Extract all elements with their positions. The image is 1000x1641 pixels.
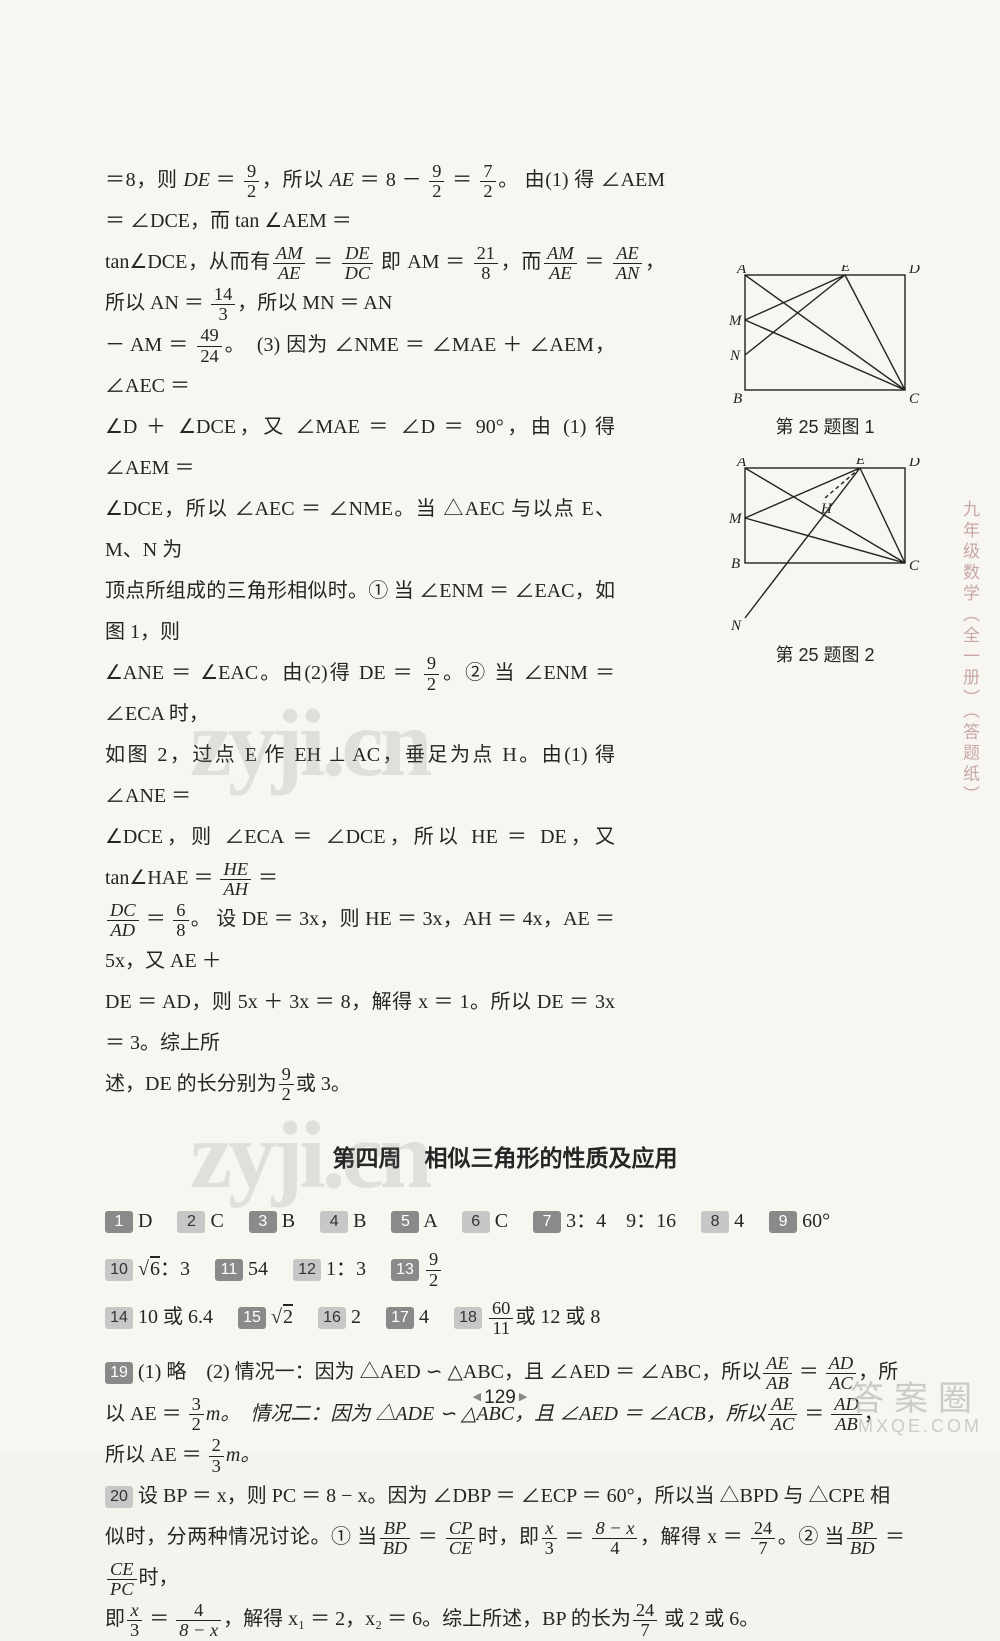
qnum-19: 19 bbox=[105, 1362, 133, 1384]
figure-25-1-svg: A E D M N B C bbox=[725, 265, 925, 405]
svg-text:A: A bbox=[736, 458, 747, 470]
qnum-10: 10 bbox=[105, 1259, 133, 1281]
qnum-11: 11 bbox=[215, 1259, 243, 1281]
page: 九年级数学（全一册）（答题纸） ＝8，则 DE ＝ 92，所以 AE ＝ 8 －… bbox=[0, 0, 1000, 1451]
q25-line7: ∠ANE ＝ ∠EAC。由(2)得 DE ＝ 92。② 当 ∠ENM ＝ ∠EC… bbox=[105, 653, 615, 735]
q20-line2: 似时，分两种情况讨论。① 当BPBD ＝ CPCE时，即x3 ＝ 8 − x4，… bbox=[105, 1517, 905, 1599]
qnum-17: 17 bbox=[386, 1307, 414, 1329]
qnum-13: 13 bbox=[391, 1259, 419, 1281]
qnum-4: 4 bbox=[320, 1211, 348, 1233]
svg-text:M: M bbox=[728, 313, 743, 329]
svg-text:B: B bbox=[733, 391, 742, 405]
q25-line12: 述，DE 的长分别为92或 3。 bbox=[105, 1064, 615, 1105]
qnum-18: 18 bbox=[454, 1307, 482, 1329]
corner-watermark: 答案圈 MXQE.COM bbox=[850, 1371, 982, 1437]
qnum-5: 5 bbox=[391, 1211, 419, 1233]
svg-text:E: E bbox=[855, 458, 865, 468]
q25-line9: ∠DCE，则 ∠ECA ＝ ∠DCE，所以 HE ＝ DE，又 tan∠HAE … bbox=[105, 817, 615, 899]
svg-text:E: E bbox=[840, 265, 850, 275]
qnum-2: 2 bbox=[177, 1211, 205, 1233]
qnum-9: 9 bbox=[769, 1211, 797, 1233]
figure-25-2-caption: 第 25 题图 2 bbox=[725, 641, 925, 667]
qnum-8: 8 bbox=[701, 1211, 729, 1233]
qnum-14: 14 bbox=[105, 1307, 133, 1329]
q20-line3: 即x3 ＝ 48 − x，解得 x₁ ＝ 2，x₂ ＝ 6。综上所述，BP 的长… bbox=[105, 1599, 905, 1640]
qnum-1: 1 bbox=[105, 1211, 133, 1233]
q25-line6: 顶点所组成的三角形相似时。① 当 ∠ENM ＝ ∠EAC，如图 1，则 bbox=[105, 571, 615, 653]
svg-text:A: A bbox=[736, 265, 747, 277]
section-title: 第四周 相似三角形的性质及应用 bbox=[105, 1135, 905, 1182]
svg-text:N: N bbox=[730, 618, 742, 633]
qnum-3: 3 bbox=[249, 1211, 277, 1233]
qnum-16: 16 bbox=[318, 1307, 346, 1329]
qnum-12: 12 bbox=[293, 1259, 321, 1281]
q20-line1: 20 设 BP ＝ x，则 PC ＝ 8 − x。因为 ∠DBP ＝ ∠ECP … bbox=[105, 1476, 905, 1517]
q25-line4: ∠D ＋ ∠DCE，又 ∠MAE ＝ ∠D ＝ 90°，由 (1) 得 ∠AEM… bbox=[105, 407, 615, 489]
svg-text:M: M bbox=[728, 511, 743, 527]
svg-text:B: B bbox=[731, 556, 740, 572]
svg-text:D: D bbox=[908, 265, 920, 277]
q19-line3: 所以 AE ＝ 23m。 bbox=[105, 1435, 905, 1476]
qnum-15: 15 bbox=[238, 1307, 266, 1329]
q25-line10: DCAD ＝ 68。 设 DE ＝ 3x，则 HE ＝ 3x，AH ＝ 4x，A… bbox=[105, 899, 615, 981]
figure-25-1-caption: 第 25 题图 1 bbox=[725, 413, 925, 439]
svg-text:C: C bbox=[909, 558, 920, 574]
svg-text:D: D bbox=[908, 458, 920, 470]
q25-line8: 如图 2，过点 E 作 EH ⊥ AC，垂足为点 H。由(1) 得 ∠ANE ＝ bbox=[105, 735, 615, 817]
svg-text:H: H bbox=[820, 501, 833, 517]
q25-line11: DE ＝ AD，则 5x ＋ 3x ＝ 8，解得 x ＝ 1。所以 DE ＝ 3… bbox=[105, 982, 615, 1064]
q25-line3: － AM ＝ 4924。 (3) 因为 ∠NME ＝ ∠MAE ＋ ∠AEM，∠… bbox=[105, 325, 615, 407]
qnum-7: 7 bbox=[533, 1211, 561, 1233]
answers-row-2: 10 √6：3 11 54 12 1：3 13 92 bbox=[105, 1248, 905, 1290]
figure-25-2-svg: A E D M H B C N bbox=[725, 458, 925, 633]
svg-text:N: N bbox=[729, 348, 741, 364]
qnum-20: 20 bbox=[105, 1486, 133, 1508]
answers-row-1: 1 D 2 C 3 B 4 B 5 A 6 C 7 3：4 9：16 8 4 9… bbox=[105, 1200, 905, 1242]
qnum-6: 6 bbox=[462, 1211, 490, 1233]
q25-line5: ∠DCE，所以 ∠AEC ＝ ∠NME。当 △AEC 与以点 E、M、N 为 bbox=[105, 489, 615, 571]
figure-25-2: A E D M H B C N 第 25 题图 2 bbox=[725, 458, 925, 667]
svg-text:C: C bbox=[909, 391, 920, 405]
figure-25-1: A E D M N B C 第 25 题图 1 bbox=[725, 265, 925, 439]
answers-row-3: 14 10 或 6.4 15 √2 16 2 17 4 18 6011或 12 … bbox=[105, 1296, 905, 1338]
side-vertical-label: 九年级数学（全一册）（答题纸） bbox=[962, 500, 982, 807]
